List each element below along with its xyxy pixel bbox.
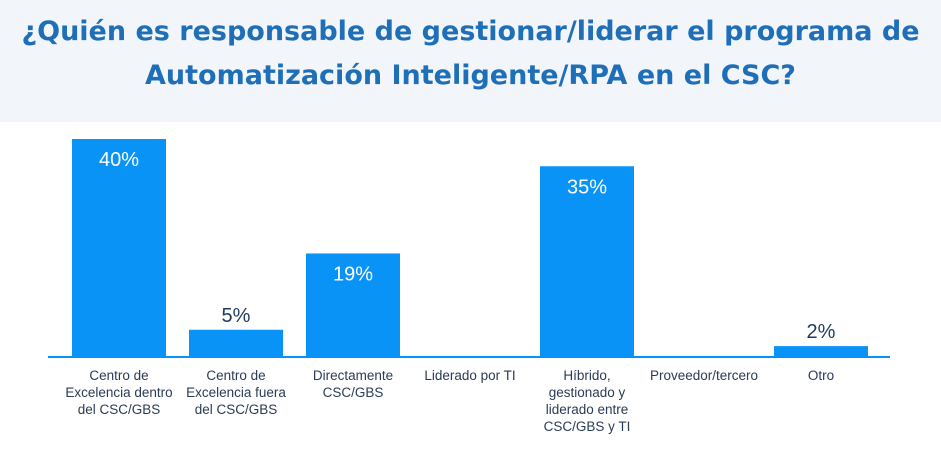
category-label-6: Otro [807,368,835,383]
chart-title-line-1: ¿Quién es responsable de gestionar/lider… [21,16,920,47]
title-band [0,0,941,122]
data-labels-group: 40% 5% 19% 35% 2% [99,149,836,343]
chart-title-line-2: Automatización Inteligente/RPA en el CSC… [145,60,796,91]
category-label-3: Liderado por TI [424,368,516,383]
bar-0 [72,139,166,357]
data-label-6: 2% [807,321,836,343]
chart-title: ¿Quién es responsable de gestionar/lider… [0,10,941,98]
category-label-4: Híbrido, gestionado y liderado entre CSC… [543,368,631,434]
bar-1 [189,329,283,357]
data-label-0: 40% [99,149,139,171]
bar-6 [774,346,868,357]
category-label-2: Directamente CSC/GBS [312,368,394,400]
data-label-1: 5% [222,305,251,327]
bar-2 [306,253,400,357]
category-label-0: Centro de Excelencia dentro del CSC/GBS [65,368,173,417]
bar-4 [540,166,634,357]
bars-group [72,139,868,357]
category-label-1: Centro de Excelencia fuera del CSC/GBS [186,368,286,417]
category-label-5: Proveedor/tercero [649,368,759,383]
data-label-4: 35% [567,176,607,198]
data-label-2: 19% [333,263,373,285]
